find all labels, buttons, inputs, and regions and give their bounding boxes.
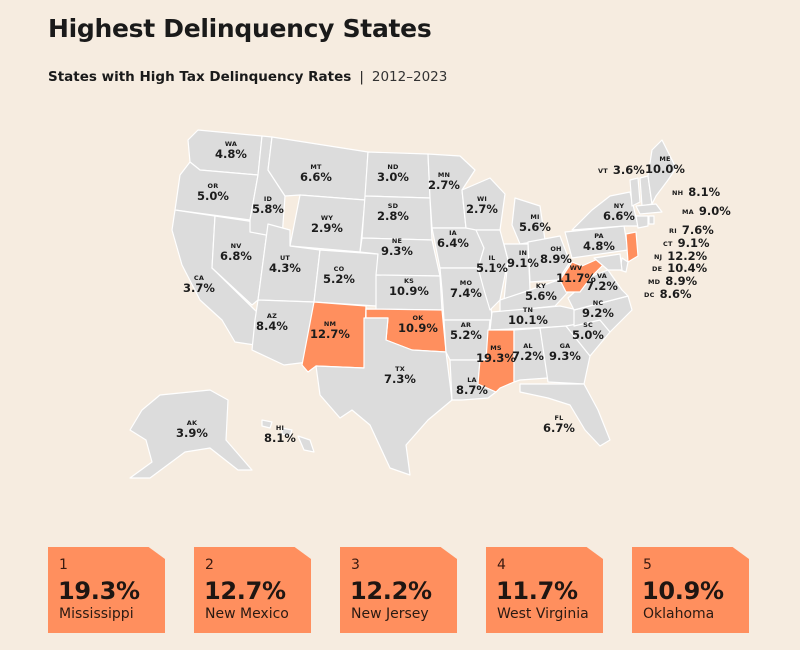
card-rank: 3 bbox=[351, 557, 360, 573]
label-ia: IA 6.4% bbox=[437, 229, 469, 250]
state-shape-ny bbox=[571, 191, 639, 231]
label-ne: NE 9.3% bbox=[381, 237, 413, 258]
state-shape-ct bbox=[635, 215, 649, 229]
top5-card-5: 5 10.9% Oklahoma bbox=[632, 547, 749, 633]
state-shape-hi bbox=[261, 419, 315, 453]
label-ut: UT 4.3% bbox=[269, 254, 301, 275]
label-nv: NV 6.8% bbox=[220, 242, 252, 263]
card-state: New Jersey bbox=[351, 606, 429, 622]
state-shape-ri bbox=[648, 215, 655, 225]
label-wa: WA 4.8% bbox=[215, 140, 247, 161]
label-nm: NM 12.7% bbox=[310, 320, 350, 341]
label-wv: WV 11.7% bbox=[556, 264, 596, 285]
state-shape-md bbox=[593, 253, 623, 271]
label-al: AL 7.2% bbox=[512, 342, 544, 363]
state-shape-il bbox=[475, 229, 509, 311]
state-shape-tx bbox=[315, 317, 453, 476]
top5-card-1: 1 19.3% Mississippi bbox=[48, 547, 165, 633]
label-mn: MN 2.7% bbox=[428, 171, 460, 192]
subtitle-text: States with High Tax Delinquency Rates bbox=[48, 69, 352, 85]
card-value: 19.3% bbox=[58, 577, 140, 605]
page-title: Highest Delinquency States bbox=[48, 14, 432, 43]
label-ga: GA 9.3% bbox=[549, 342, 581, 363]
label-or: OR 5.0% bbox=[197, 182, 229, 203]
state-shape-al bbox=[513, 327, 549, 383]
label-ks: KS 10.9% bbox=[389, 277, 429, 298]
label-nj: NJ 12.2% bbox=[654, 249, 708, 263]
top5-card-2: 2 12.7% New Mexico bbox=[194, 547, 311, 633]
card-state: Oklahoma bbox=[643, 606, 715, 622]
label-hi: HI 8.1% bbox=[264, 424, 296, 445]
label-ky: KY 5.6% bbox=[525, 282, 557, 303]
label-tn: TN 10.1% bbox=[508, 306, 548, 327]
label-ny: NY 6.6% bbox=[603, 202, 635, 223]
label-oh: OH 8.9% bbox=[540, 245, 572, 266]
subtitle-separator: | bbox=[359, 69, 364, 85]
state-shape-vt bbox=[629, 177, 641, 207]
top5-card-3: 3 12.2% New Jersey bbox=[340, 547, 457, 633]
label-md: MD 8.9% bbox=[648, 274, 698, 288]
top5-cards: 1 19.3% Mississippi 2 12.7% New Mexico 3… bbox=[48, 547, 758, 633]
label-ok: OK 10.9% bbox=[398, 314, 438, 335]
top5-card-4: 4 11.7% West Virginia bbox=[486, 547, 603, 633]
label-pa: PA 4.8% bbox=[583, 232, 615, 253]
label-vt: VT 3.6% bbox=[598, 163, 645, 177]
label-fl: FL 6.7% bbox=[543, 414, 575, 435]
label-ms: MS 19.3% bbox=[476, 344, 516, 365]
label-tx: TX 7.3% bbox=[384, 365, 416, 386]
card-rank: 4 bbox=[497, 557, 506, 573]
label-nd: ND 3.0% bbox=[377, 163, 409, 184]
label-wi: WI 2.7% bbox=[466, 195, 498, 216]
card-value: 12.7% bbox=[204, 577, 286, 605]
label-ma: MA 9.0% bbox=[682, 204, 731, 218]
state-shape-fl bbox=[519, 383, 611, 447]
card-value: 12.2% bbox=[350, 577, 432, 605]
label-mt: MT 6.6% bbox=[300, 163, 332, 184]
label-az: AZ 8.4% bbox=[256, 312, 288, 333]
label-ar: AR 5.2% bbox=[450, 321, 482, 342]
card-rank: 2 bbox=[205, 557, 214, 573]
state-shape-me bbox=[647, 139, 677, 205]
label-il: IL 5.1% bbox=[476, 254, 508, 275]
label-va: VA 7.2% bbox=[586, 272, 618, 293]
label-id: ID 5.8% bbox=[252, 195, 284, 216]
state-shape-oh bbox=[527, 235, 571, 283]
label-in: IN 9.1% bbox=[507, 249, 539, 270]
label-me: ME 10.0% bbox=[645, 155, 685, 176]
state-shape-ak bbox=[129, 389, 253, 479]
page-subtitle: States with High Tax Delinquency Rates | 2… bbox=[48, 69, 447, 85]
card-state: West Virginia bbox=[497, 606, 589, 622]
label-de: DE 10.4% bbox=[652, 261, 708, 275]
label-mo: MO 7.4% bbox=[450, 279, 482, 300]
label-wy: WY 2.9% bbox=[311, 214, 343, 235]
card-value: 10.9% bbox=[642, 577, 724, 605]
card-state: New Mexico bbox=[205, 606, 289, 622]
label-ca: CA 3.7% bbox=[183, 274, 215, 295]
label-dc: DC 8.6% bbox=[644, 287, 692, 301]
label-la: LA 8.7% bbox=[456, 376, 488, 397]
label-ct: CT 9.1% bbox=[663, 236, 710, 250]
label-nc: NC 9.2% bbox=[582, 299, 614, 320]
label-mi: MI 5.6% bbox=[519, 213, 551, 234]
card-rank: 5 bbox=[643, 557, 652, 573]
card-value: 11.7% bbox=[496, 577, 578, 605]
label-ak: AK 3.9% bbox=[176, 419, 208, 440]
card-state: Mississippi bbox=[59, 606, 134, 622]
state-shape-ma bbox=[635, 203, 663, 215]
card-rank: 1 bbox=[59, 557, 68, 573]
label-sd: SD 2.8% bbox=[377, 202, 409, 223]
state-shape-nj bbox=[625, 231, 639, 263]
label-co: CO 5.2% bbox=[323, 265, 355, 286]
label-sc: SC 5.0% bbox=[572, 321, 604, 342]
label-nh: NH 8.1% bbox=[672, 185, 721, 199]
subtitle-years: 2012–2023 bbox=[371, 69, 448, 85]
label-ri: RI 7.6% bbox=[669, 223, 714, 237]
